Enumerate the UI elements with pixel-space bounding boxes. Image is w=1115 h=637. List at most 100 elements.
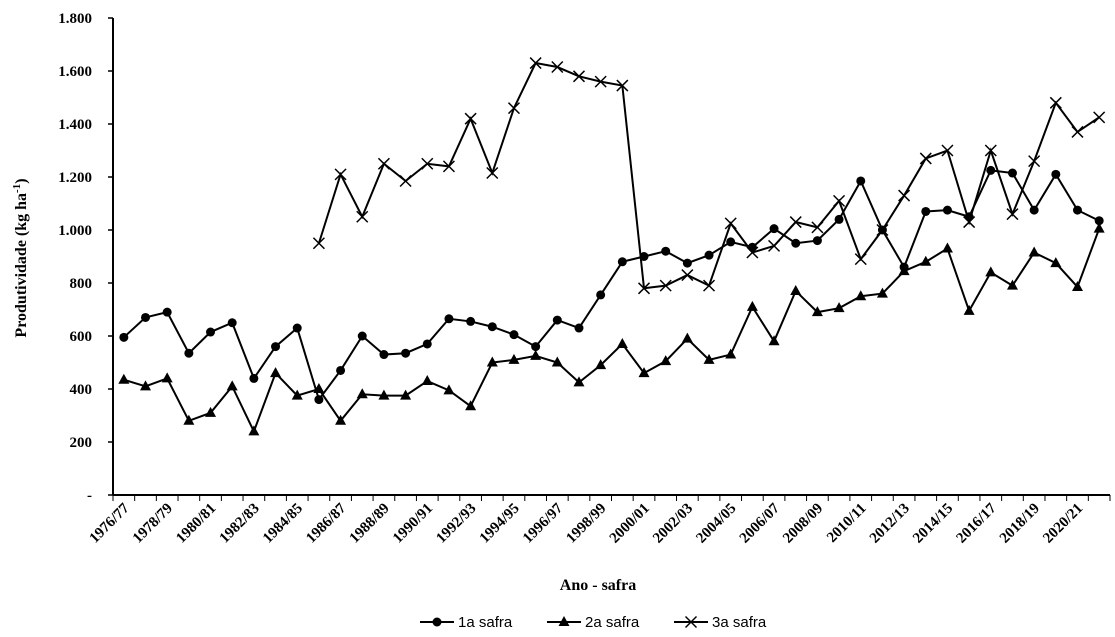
triangle-marker [811, 306, 823, 317]
triangle-marker [443, 384, 455, 395]
y-tick-label: 600 [70, 329, 93, 345]
circle-marker [574, 323, 584, 333]
triangle-marker [1006, 279, 1018, 290]
x-marker [724, 217, 737, 230]
circle-marker [379, 350, 389, 360]
triangle-marker [920, 255, 932, 266]
triangle-marker [1093, 222, 1105, 233]
x-tick-label: 1976/77 [87, 500, 133, 546]
triangle-marker [681, 332, 693, 343]
x-marker [1028, 155, 1041, 168]
legend-label: 2a safra [585, 614, 640, 631]
x-marker-stroke [724, 217, 737, 230]
x-marker-stroke [941, 144, 954, 157]
x-marker-stroke [703, 279, 716, 292]
x-marker-stroke [356, 210, 369, 223]
triangle-marker [768, 335, 780, 346]
circle-marker [856, 176, 866, 186]
y-tick-label: - [87, 488, 92, 504]
x-marker-stroke [377, 157, 390, 170]
y-tick-label: 1.400 [58, 117, 92, 133]
y-tick-label: 1.600 [58, 64, 92, 80]
triangle-marker [183, 414, 195, 425]
x-tick-label: 1978/79 [130, 501, 176, 547]
triangle-marker [746, 300, 758, 311]
x-tick-label: 2002/03 [650, 501, 696, 547]
circle-marker [206, 327, 216, 337]
triangle-marker [898, 265, 910, 276]
x-marker [898, 189, 911, 202]
x-marker [876, 223, 889, 237]
circle-marker [1072, 205, 1082, 215]
x-tick-label: 1986/87 [303, 500, 349, 546]
x-marker-stroke [833, 194, 846, 207]
legend: 1a safra 2a safra 3a safra [420, 614, 767, 631]
x-marker-stroke [421, 157, 434, 170]
circle-marker [531, 342, 541, 352]
circle-marker [1007, 168, 1017, 178]
x-marker [551, 60, 564, 74]
x-marker-stroke [854, 253, 867, 266]
circle-marker [1029, 205, 1039, 215]
series-3 [312, 57, 1106, 295]
triangle-marker [118, 373, 130, 384]
x-marker [811, 221, 824, 234]
x-marker [1093, 111, 1106, 124]
triangle-marker [616, 337, 628, 348]
x-marker [529, 57, 542, 70]
x-marker [594, 75, 607, 88]
y-axis-ticks: - 200 400 600 800 1.000 1.200 1.400 1.600 1.800 [58, 11, 113, 504]
triangle-marker [486, 356, 498, 367]
triangle-marker [660, 355, 672, 366]
x-tick-label: 2010/11 [824, 501, 869, 546]
legend-label: 3a safra [712, 614, 767, 631]
triangle-marker [790, 284, 802, 295]
x-marker-stroke [507, 102, 520, 115]
circle-marker [704, 250, 714, 260]
triangle-marker [291, 389, 303, 400]
x-marker [1049, 96, 1062, 109]
circle-marker [791, 238, 801, 248]
triangle-marker [248, 425, 260, 436]
x-marker [616, 79, 629, 92]
x-marker [941, 144, 954, 157]
triangle-marker [270, 367, 282, 378]
x-marker [854, 253, 867, 266]
x-marker [768, 239, 781, 252]
circle-marker [726, 237, 736, 247]
x-marker-stroke [616, 79, 629, 92]
triangle-marker [335, 414, 347, 425]
x-marker [637, 282, 651, 295]
x-marker [703, 279, 716, 292]
circle-marker [357, 331, 367, 341]
x-marker [659, 279, 672, 292]
x-marker-stroke [399, 174, 412, 188]
triangle-marker [421, 375, 433, 386]
triangle-marker [465, 400, 477, 411]
circle-marker [509, 330, 519, 340]
x-tick-label: 1998/99 [563, 501, 609, 547]
triangle-marker [205, 406, 217, 417]
triangle-marker [573, 376, 585, 387]
x-marker-stroke [572, 70, 586, 83]
x-marker [507, 102, 520, 115]
x-marker-stroke [442, 160, 455, 173]
x-marker [684, 615, 698, 629]
circle-marker [422, 339, 432, 349]
x-tick-label: 2018/19 [997, 501, 1043, 547]
legend-item: 2a safra [547, 614, 640, 631]
triangle-marker [855, 290, 867, 301]
triangle-marker [963, 304, 975, 315]
x-marker-stroke [551, 60, 564, 74]
x-marker-stroke [594, 75, 607, 88]
triangle-marker [551, 356, 563, 367]
x-marker [377, 157, 390, 170]
circle-marker [271, 342, 281, 352]
triangle-marker [876, 287, 888, 298]
x-marker-stroke [684, 615, 698, 629]
triangle-marker [1028, 246, 1040, 257]
x-marker [442, 160, 455, 173]
x-marker-stroke [659, 279, 672, 292]
x-marker [963, 216, 976, 229]
x-marker-stroke [529, 57, 542, 70]
